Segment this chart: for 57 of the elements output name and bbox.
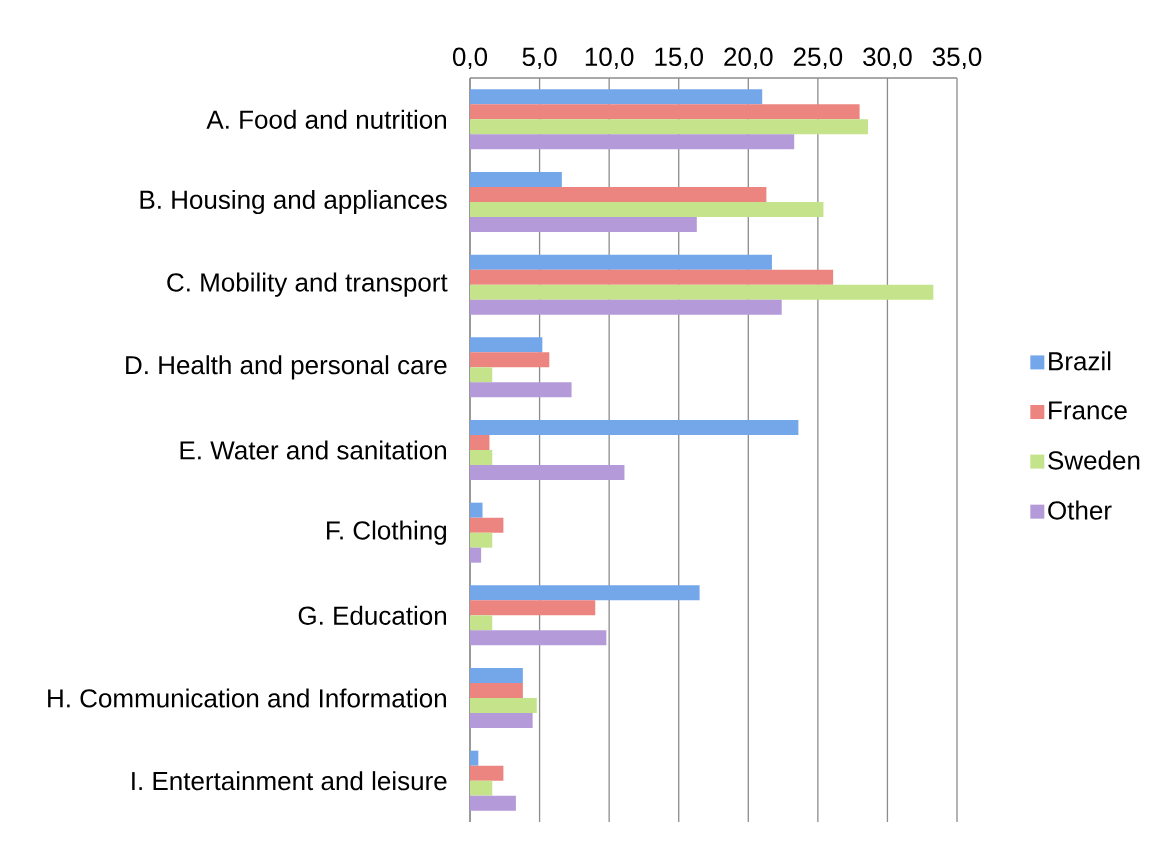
bar bbox=[470, 615, 493, 631]
bar bbox=[470, 765, 504, 781]
legend-label: France bbox=[1049, 401, 1127, 420]
bar bbox=[470, 780, 493, 796]
bar bbox=[470, 367, 493, 383]
bar bbox=[470, 284, 934, 300]
bar bbox=[470, 450, 493, 465]
bar bbox=[470, 750, 479, 766]
bar bbox=[470, 202, 824, 217]
bar bbox=[470, 172, 562, 188]
bar bbox=[470, 600, 596, 616]
bar bbox=[470, 668, 523, 684]
bar bbox=[470, 435, 490, 450]
bar bbox=[470, 420, 799, 436]
y-tick-label: E. Water and sanitation bbox=[180, 440, 447, 460]
x-tick-label: 10,0 bbox=[585, 47, 634, 70]
bar bbox=[470, 254, 772, 270]
bar bbox=[470, 532, 493, 548]
legend-label: Brazil bbox=[1049, 351, 1111, 371]
bar bbox=[470, 585, 700, 601]
bar bbox=[470, 299, 782, 315]
bar bbox=[470, 89, 763, 105]
bar bbox=[470, 502, 483, 518]
bar bbox=[470, 795, 516, 811]
bar bbox=[470, 187, 767, 203]
bar bbox=[470, 547, 482, 563]
bar bbox=[470, 465, 625, 481]
legend-label: Sweden bbox=[1048, 450, 1140, 470]
x-tick-label: 35,0 bbox=[932, 47, 982, 70]
x-tick-label: 25,0 bbox=[793, 47, 843, 70]
x-tick-label: 15,0 bbox=[655, 47, 703, 70]
y-tick-label: I. Entertainment and leisure bbox=[132, 771, 447, 791]
bar bbox=[470, 134, 795, 150]
y-tick-label: C. Mobility and transport bbox=[167, 272, 448, 297]
y-tick-label: G. Education bbox=[298, 605, 447, 625]
y-tick-label: B. Housing and appliances bbox=[140, 189, 447, 215]
y-tick-label: F. Clothing bbox=[327, 520, 447, 545]
bar bbox=[470, 104, 860, 120]
x-tick-label: 5,0 bbox=[522, 47, 557, 70]
bar bbox=[470, 119, 868, 135]
x-tick-label: 20,0 bbox=[724, 47, 773, 70]
y-tick-label: A. Food and nutrition bbox=[206, 109, 447, 129]
y-tick-label: D. Health and personal care bbox=[126, 355, 447, 380]
x-tick-label: 30,0 bbox=[863, 47, 912, 70]
y-tick-label: H. Communication and Information bbox=[48, 688, 446, 708]
bar bbox=[470, 713, 533, 729]
bar bbox=[470, 352, 550, 368]
legend-label: Other bbox=[1048, 500, 1112, 520]
bar bbox=[470, 337, 543, 353]
bar bbox=[470, 683, 523, 699]
bar bbox=[470, 517, 504, 533]
bar bbox=[470, 382, 572, 398]
bar bbox=[470, 217, 697, 232]
x-tick-label: 0,0 bbox=[452, 47, 488, 70]
bar bbox=[470, 698, 537, 714]
bar bbox=[470, 269, 834, 285]
bar bbox=[470, 630, 607, 646]
